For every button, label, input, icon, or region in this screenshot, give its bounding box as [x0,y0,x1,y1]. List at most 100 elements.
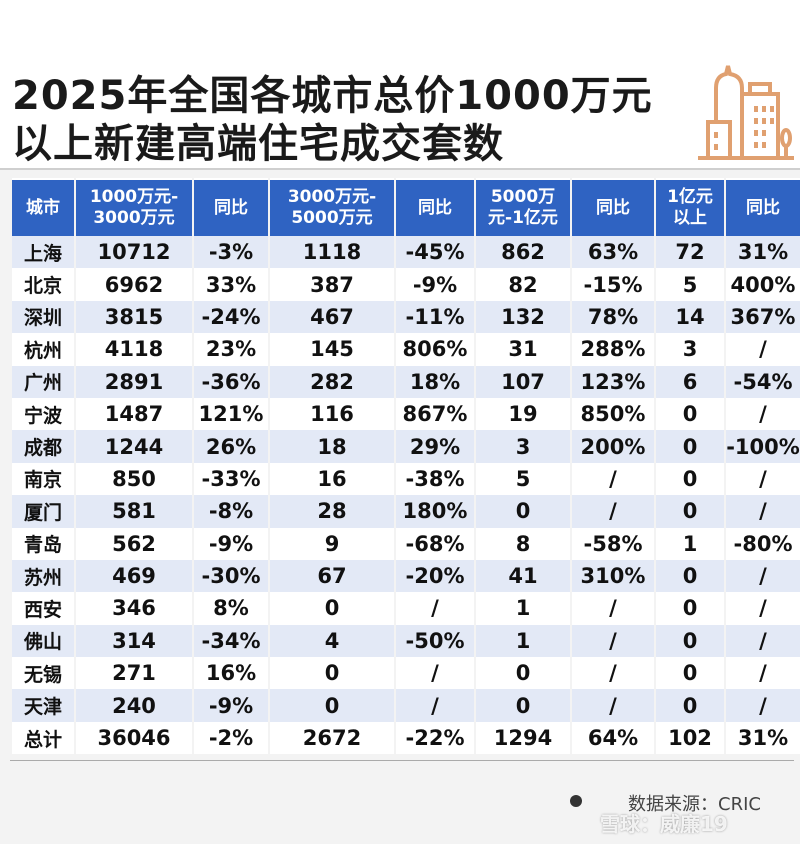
city-cell: 成都 [12,430,74,463]
value-cell: 31 [476,333,570,366]
table-row: 广州 2891 -36% 282 18% 107 123% 6 -54% [12,365,800,398]
value-cell: 19 [476,397,570,431]
value-cell: -24% [194,300,268,334]
value-cell: -8% [194,495,268,528]
column-header: 城市 [12,178,74,236]
value-cell: 282 [270,365,394,398]
value-cell: 2891 [76,365,192,398]
value-cell: 78% [572,300,654,334]
value-cell: 102 [656,721,724,755]
value-cell: 581 [76,495,192,528]
value-cell: 0 [656,559,724,593]
city-cell: 深圳 [12,300,74,334]
value-cell: 367% [726,300,800,334]
value-cell: -80% [726,527,800,560]
value-cell: / [396,689,474,722]
value-cell: 240 [76,689,192,722]
value-cell: 271 [76,657,192,690]
value-cell: 0 [656,462,724,496]
value-cell: 850 [76,462,192,496]
value-cell: 467 [270,300,394,334]
value-cell: 63% [572,236,654,269]
city-cell: 佛山 [12,624,74,658]
value-cell: 346 [76,592,192,625]
value-cell: / [396,657,474,690]
value-cell: 107 [476,365,570,398]
page-title: 2025年全国各城市总价1000万元 以上新建高端住宅成交套数 [12,72,653,168]
city-cell: 厦门 [12,495,74,528]
value-cell: 1294 [476,721,570,755]
value-cell: 5 [476,462,570,496]
value-cell: 123% [572,365,654,398]
table-row: 成都 1244 26% 18 29% 3 200% 0 -100% [12,430,800,463]
value-cell: 29% [396,430,474,463]
value-cell: 31% [726,236,800,269]
value-cell: -3% [194,236,268,269]
value-cell: 0 [270,657,394,690]
value-cell: / [726,495,800,528]
value-cell: / [396,592,474,625]
data-table: 城市 1000万元- 3000万元 同比 3000万元- 5000万元 同比 5000万 … [10,178,800,755]
value-cell: -11% [396,300,474,334]
column-header: 3000万元- 5000万元 [270,178,394,236]
value-cell: 9 [270,527,394,560]
value-cell: -68% [396,527,474,560]
city-cell: 青岛 [12,527,74,560]
value-cell: 200% [572,430,654,463]
table-row: 宁波 1487 121% 116 867% 19 850% 0/ [12,397,800,431]
column-header: 1000万元- 3000万元 [76,178,192,236]
table-row: 深圳 3815 -24% 467 -11% 132 78% 14 367% [12,300,800,334]
value-cell: 387 [270,268,394,301]
value-cell: / [726,657,800,690]
value-cell: -38% [396,462,474,496]
building-icon [698,65,794,160]
table-row: 北京 6962 33% 387 -9% 82 -15% 5 400% [12,268,800,301]
city-cell: 北京 [12,268,74,301]
value-cell: 0 [656,657,724,690]
table-bottom-rule [10,760,794,761]
title-line-1: 2025年全国各城市总价1000万元 [12,73,653,119]
value-cell: 0 [476,657,570,690]
header-area: 2025年全国各城市总价1000万元 以上新建高端住宅成交套数 [0,0,800,170]
value-cell: 1 [656,527,724,560]
column-header: 同比 [396,178,474,236]
value-cell: 36046 [76,721,192,755]
value-cell: -20% [396,559,474,593]
table-row: 天津 240 -9% 0/0/0/ [12,689,800,722]
city-cell: 上海 [12,236,74,269]
value-cell: -100% [726,430,800,463]
value-cell: 72 [656,236,724,269]
value-cell: -34% [194,624,268,658]
table-row: 厦门 581 -8% 28 180% 0/0/ [12,495,800,528]
value-cell: 806% [396,333,474,366]
table-row: 无锡 271 16% 0/0/0/ [12,657,800,690]
city-cell: 南京 [12,462,74,496]
value-cell: 121% [194,397,268,431]
bullet-icon [570,795,582,807]
value-cell: 1 [476,624,570,658]
city-cell: 杭州 [12,333,74,366]
city-cell: 西安 [12,592,74,625]
table-row: 杭州 4118 23% 145 806% 31 288% 3/ [12,333,800,366]
value-cell: 64% [572,721,654,755]
value-cell: 41 [476,559,570,593]
value-cell: 850% [572,397,654,431]
value-cell: 288% [572,333,654,366]
value-cell: 0 [656,592,724,625]
value-cell: 33% [194,268,268,301]
value-cell: -2% [194,721,268,755]
value-cell: 14 [656,300,724,334]
value-cell: 18% [396,365,474,398]
value-cell: 3 [656,333,724,366]
value-cell: / [572,657,654,690]
value-cell: -33% [194,462,268,496]
value-cell: -45% [396,236,474,269]
value-cell: 18 [270,430,394,463]
value-cell: 0 [656,689,724,722]
city-cell: 苏州 [12,559,74,593]
value-cell: 469 [76,559,192,593]
value-cell: / [572,689,654,722]
column-header: 5000万 元-1亿元 [476,178,570,236]
value-cell: 132 [476,300,570,334]
value-cell: 400% [726,268,800,301]
